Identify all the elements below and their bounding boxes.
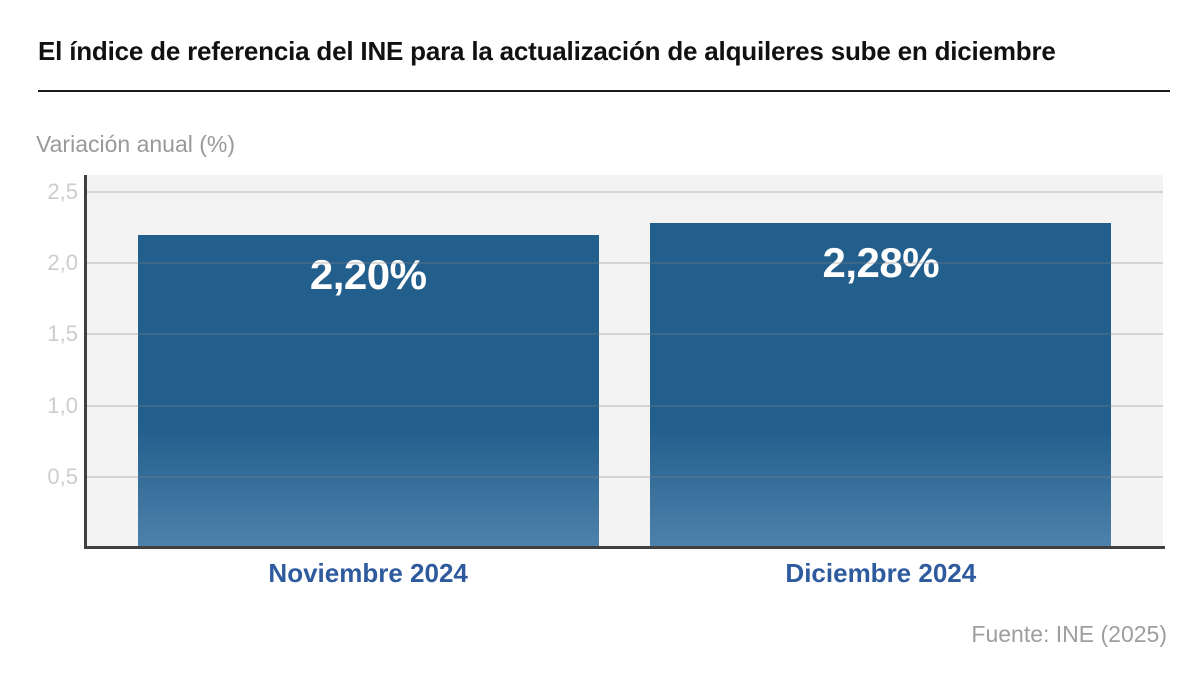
gridline xyxy=(86,475,1163,478)
bar-value-label: 2,28% xyxy=(822,239,940,287)
x-axis-line xyxy=(84,546,1165,549)
gridline xyxy=(86,191,1163,194)
category-label: Noviembre 2024 xyxy=(268,558,468,588)
y-tick-label: 1,0 xyxy=(47,392,78,418)
title-divider xyxy=(38,90,1170,92)
category-label: Diciembre 2024 xyxy=(785,558,977,588)
plot-area: 2,20% 2,28% xyxy=(86,175,1163,548)
y-axis-unit-label: Variación anual (%) xyxy=(36,131,236,157)
source-credit: Fuente: INE (2025) xyxy=(971,621,1167,647)
y-tick-label: 0,5 xyxy=(47,463,78,489)
gridline xyxy=(86,333,1163,336)
y-axis-line xyxy=(84,175,87,548)
bar-Noviembre 2024: 2,20% xyxy=(137,234,599,548)
y-tick-label: 1,5 xyxy=(47,321,78,347)
chart-title: El índice de referencia del INE para la … xyxy=(38,36,1056,66)
y-tick-label: 2,5 xyxy=(47,179,78,205)
gridline xyxy=(86,262,1163,265)
y-tick-label: 2,0 xyxy=(47,250,78,276)
bar-value-label: 2,20% xyxy=(309,250,427,298)
gridline xyxy=(86,404,1163,407)
bar-Diciembre 2024: 2,28% xyxy=(650,223,1112,548)
